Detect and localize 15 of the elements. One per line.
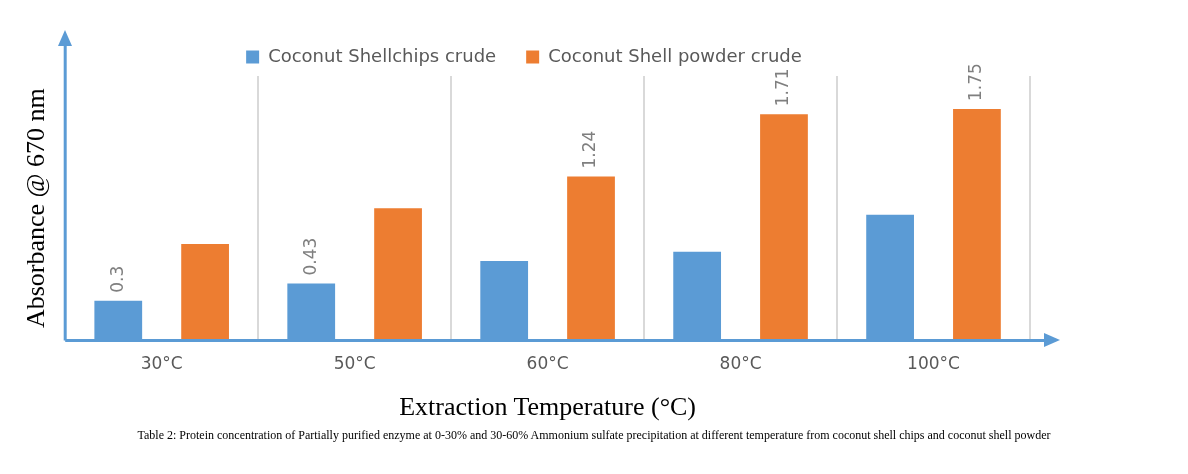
x-tick-label: 100°C [907,353,960,374]
x-tick-label: 60°C [526,353,569,374]
x-tick-label: 30°C [140,353,183,374]
x-tick-label: 50°C [333,353,376,374]
x-axis-title: Extraction Temperature (°C) [399,392,697,422]
legend-label: Coconut Shell powder crude [548,44,802,66]
caption: Table 2: Protein concentration of Partially purified enzyme at 0-30% and 30-60% Ammonium sulfate precipitation at different temperature from coconut shell chips and coconut shell powder [136,428,1052,443]
data-label: 0.43 [299,237,320,276]
data-label: 1.24 [579,130,600,169]
x-tick-label: 80°C [719,353,762,374]
y-axis-title: Absorbance @ 670 nm [21,88,51,329]
legend-label: Coconut Shellchips crude [268,44,497,66]
data-label: 0.3 [106,265,127,293]
data-label: 1.75 [965,63,986,102]
data-label: 1.71 [772,68,793,107]
